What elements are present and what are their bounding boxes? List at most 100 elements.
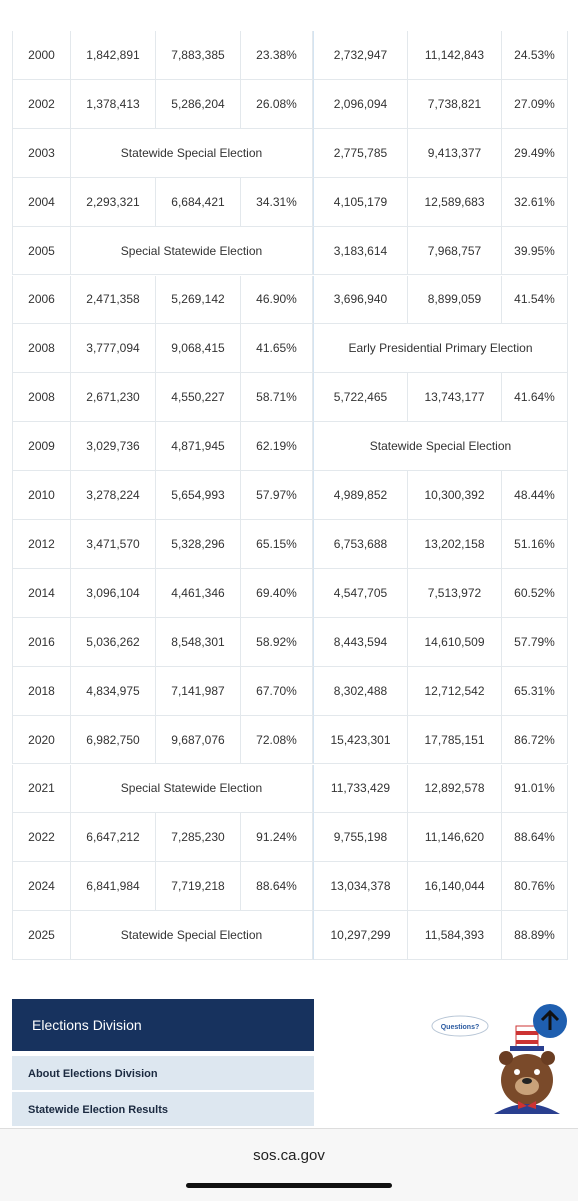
table-cell: 34.31% [241,177,313,227]
table-cell: 8,548,301 [156,617,241,667]
table-cell: 5,654,993 [156,471,241,520]
table-cell: 11,146,620 [408,813,502,863]
sidebar-link[interactable]: Statewide Election Results [12,1092,314,1126]
table-cell: 7,883,385 [156,31,241,80]
table-cell: 8,443,594 [313,617,408,667]
table-cell: 6,753,688 [313,520,408,569]
table-cell: 13,202,158 [408,520,502,569]
table-cell: 3,096,104 [71,568,156,618]
table-cell: 4,461,346 [156,568,241,618]
table-cell: 2,732,947 [313,31,408,80]
table-cell: 2022 [12,813,71,863]
table-cell: 57.97% [241,471,313,520]
table-cell: 10,297,299 [313,911,408,961]
table-cell: 5,328,296 [156,520,241,569]
table-cell: 2,775,785 [313,128,408,178]
table-cell: 2000 [12,31,71,80]
table-cell: 32.61% [502,177,568,227]
table-cell: 7,141,987 [156,666,241,716]
table-cell: Special Statewide Election [71,764,313,814]
table-cell: 2,293,321 [71,177,156,227]
table-cell: 91.24% [241,813,313,863]
table-cell: 1,378,413 [71,79,156,129]
helper-bear[interactable]: Questions? [430,998,578,1123]
table-cell: 91.01% [502,764,568,814]
table-cell: 27.09% [502,79,568,129]
table-cell: 65.31% [502,666,568,716]
table-cell: 26.08% [241,79,313,129]
table-cell: Early Presidential Primary Election [313,324,568,374]
table-cell: 2024 [12,862,71,912]
sidebar-title: Elections Division [12,999,314,1051]
browser-bar: sos.ca.gov [0,1128,578,1201]
table-cell: 7,285,230 [156,813,241,863]
table-cell: 4,547,705 [313,568,408,618]
table-cell: 23.38% [241,31,313,80]
table-cell: 12,712,542 [408,666,502,716]
table-cell: Special Statewide Election [71,226,313,276]
results-table: 2000 1,842,891 7,883,385 23.38% 2,732,947 11,… [12,31,568,961]
table-cell: 3,777,094 [71,324,156,374]
table-cell: 2,096,094 [313,79,408,129]
table-cell: 9,755,198 [313,813,408,863]
table-cell: 3,029,736 [71,422,156,472]
table-cell: 2008 [12,324,71,374]
table-cell: Statewide Special Election [71,911,313,961]
table-cell: 24.53% [502,31,568,80]
table-cell: 62.19% [241,422,313,472]
table-cell: 3,183,614 [313,226,408,276]
table-cell: 13,034,378 [313,862,408,912]
table-cell: 58.92% [241,617,313,667]
table-cell: 4,834,975 [71,666,156,716]
table-cell: 88.89% [502,911,568,961]
table-cell: 67.70% [241,666,313,716]
table-cell: 8,302,488 [313,666,408,716]
table-cell: 2009 [12,422,71,472]
table-cell: 41.65% [241,324,313,374]
table-cell: 17,785,151 [408,715,502,765]
sidebar-link[interactable]: About Elections Division [12,1056,314,1090]
table-cell: 13,743,177 [408,373,502,423]
table-cell: 2,471,358 [71,275,156,325]
table-cell: 14,610,509 [408,617,502,667]
table-cell: 15,423,301 [313,715,408,765]
bubble-text: Questions? [441,1024,480,1031]
table-cell: 9,687,076 [156,715,241,765]
table-cell: 5,269,142 [156,275,241,325]
table-cell: 57.79% [502,617,568,667]
table-cell: 2003 [12,128,71,178]
table-cell: 2005 [12,226,71,276]
table-cell: 2018 [12,666,71,716]
table-cell: 6,982,750 [71,715,156,765]
table-cell: 2002 [12,79,71,129]
table-cell: 5,722,465 [313,373,408,423]
table-cell: 11,733,429 [313,764,408,814]
table-cell: 2021 [12,764,71,814]
table-cell: 2008 [12,373,71,423]
table-cell: 11,584,393 [408,911,502,961]
table-cell: 2020 [12,715,71,765]
table-cell: 2,671,230 [71,373,156,423]
table-cell: 8,899,059 [408,275,502,325]
table-cell: 11,142,843 [408,31,502,80]
table-cell: 41.64% [502,373,568,423]
table-cell: 2014 [12,568,71,618]
table-cell: 88.64% [502,813,568,863]
table-cell: 3,278,224 [71,471,156,520]
table-cell: 60.52% [502,568,568,618]
table-cell: 6,647,212 [71,813,156,863]
url[interactable]: sos.ca.gov [253,1147,325,1164]
table-cell: 7,513,972 [408,568,502,618]
table-cell: 29.49% [502,128,568,178]
table-cell: 4,989,852 [313,471,408,520]
table-cell: Statewide Special Election [71,128,313,178]
table-cell: 7,968,757 [408,226,502,276]
table-cell: 12,589,683 [408,177,502,227]
table-cell: 16,140,044 [408,862,502,912]
table-cell: 39.95% [502,226,568,276]
table-cell: 4,550,227 [156,373,241,423]
home-indicator [186,1183,392,1188]
table-cell: 4,105,179 [313,177,408,227]
table-cell: 41.54% [502,275,568,325]
